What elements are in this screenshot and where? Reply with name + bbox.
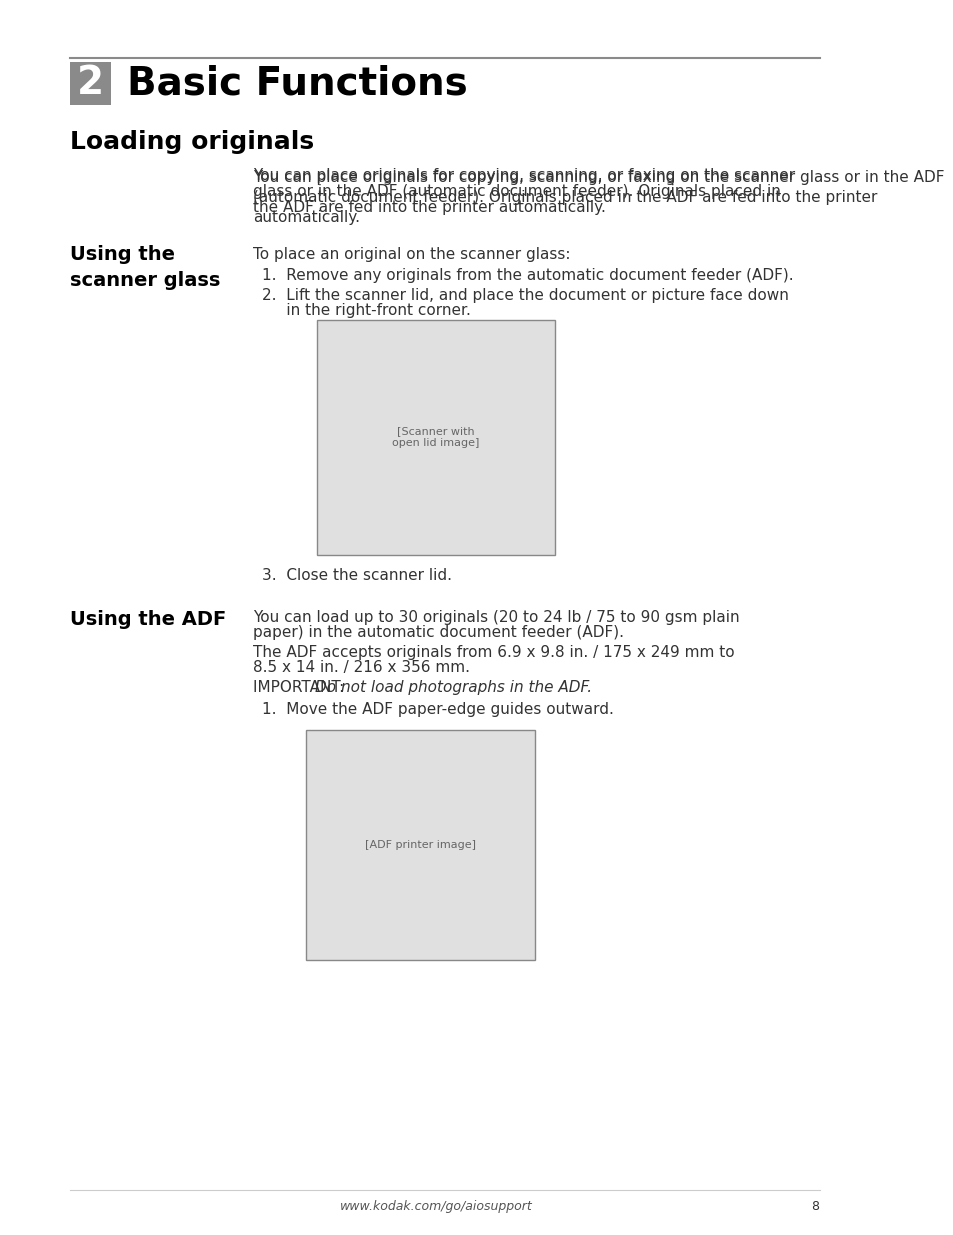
Text: glass or in the ADF (automatic document feeder). Originals placed in: glass or in the ADF (automatic document …	[253, 184, 780, 199]
Text: the ADF are fed into the printer automatically.: the ADF are fed into the printer automat…	[253, 200, 605, 215]
Text: 8: 8	[811, 1200, 819, 1213]
Text: 1.  Move the ADF paper-edge guides outward.: 1. Move the ADF paper-edge guides outwar…	[262, 701, 613, 718]
Text: in the right-front corner.: in the right-front corner.	[262, 303, 471, 317]
Text: Do not load photographs in the ADF.: Do not load photographs in the ADF.	[314, 680, 592, 695]
Text: You can place originals for copying, scanning, or faxing on the scanner: You can place originals for copying, sca…	[253, 168, 794, 183]
Text: [ADF printer image]: [ADF printer image]	[365, 840, 476, 850]
FancyBboxPatch shape	[306, 730, 534, 960]
Text: 8.5 x 14 in. / 216 x 356 mm.: 8.5 x 14 in. / 216 x 356 mm.	[253, 659, 470, 676]
Text: 3.  Close the scanner lid.: 3. Close the scanner lid.	[262, 568, 452, 583]
Text: 1.  Remove any originals from the automatic document feeder (ADF).: 1. Remove any originals from the automat…	[262, 268, 793, 283]
Text: www.kodak.com/go/aiosupport: www.kodak.com/go/aiosupport	[339, 1200, 532, 1213]
Text: To place an original on the scanner glass:: To place an original on the scanner glas…	[253, 247, 570, 262]
Text: [Scanner with
open lid image]: [Scanner with open lid image]	[392, 426, 479, 448]
Text: paper) in the automatic document feeder (ADF).: paper) in the automatic document feeder …	[253, 625, 623, 640]
Text: Using the ADF: Using the ADF	[70, 610, 226, 629]
Text: You can load up to 30 originals (20 to 24 lb / 75 to 90 gsm plain: You can load up to 30 originals (20 to 2…	[253, 610, 739, 625]
Text: 2: 2	[76, 64, 104, 103]
Text: Basic Functions: Basic Functions	[127, 64, 468, 103]
Text: IMPORTANT:: IMPORTANT:	[253, 680, 349, 695]
Text: You can place originals for copying, scanning, or faxing on the scanner glass or: You can place originals for copying, sca…	[253, 170, 943, 225]
FancyBboxPatch shape	[70, 62, 111, 105]
FancyBboxPatch shape	[316, 320, 555, 555]
Text: 2.  Lift the scanner lid, and place the document or picture face down: 2. Lift the scanner lid, and place the d…	[262, 288, 788, 303]
Text: Using the
scanner glass: Using the scanner glass	[70, 245, 220, 290]
Text: Loading originals: Loading originals	[70, 130, 314, 154]
Text: The ADF accepts originals from 6.9 x 9.8 in. / 175 x 249 mm to: The ADF accepts originals from 6.9 x 9.8…	[253, 645, 734, 659]
